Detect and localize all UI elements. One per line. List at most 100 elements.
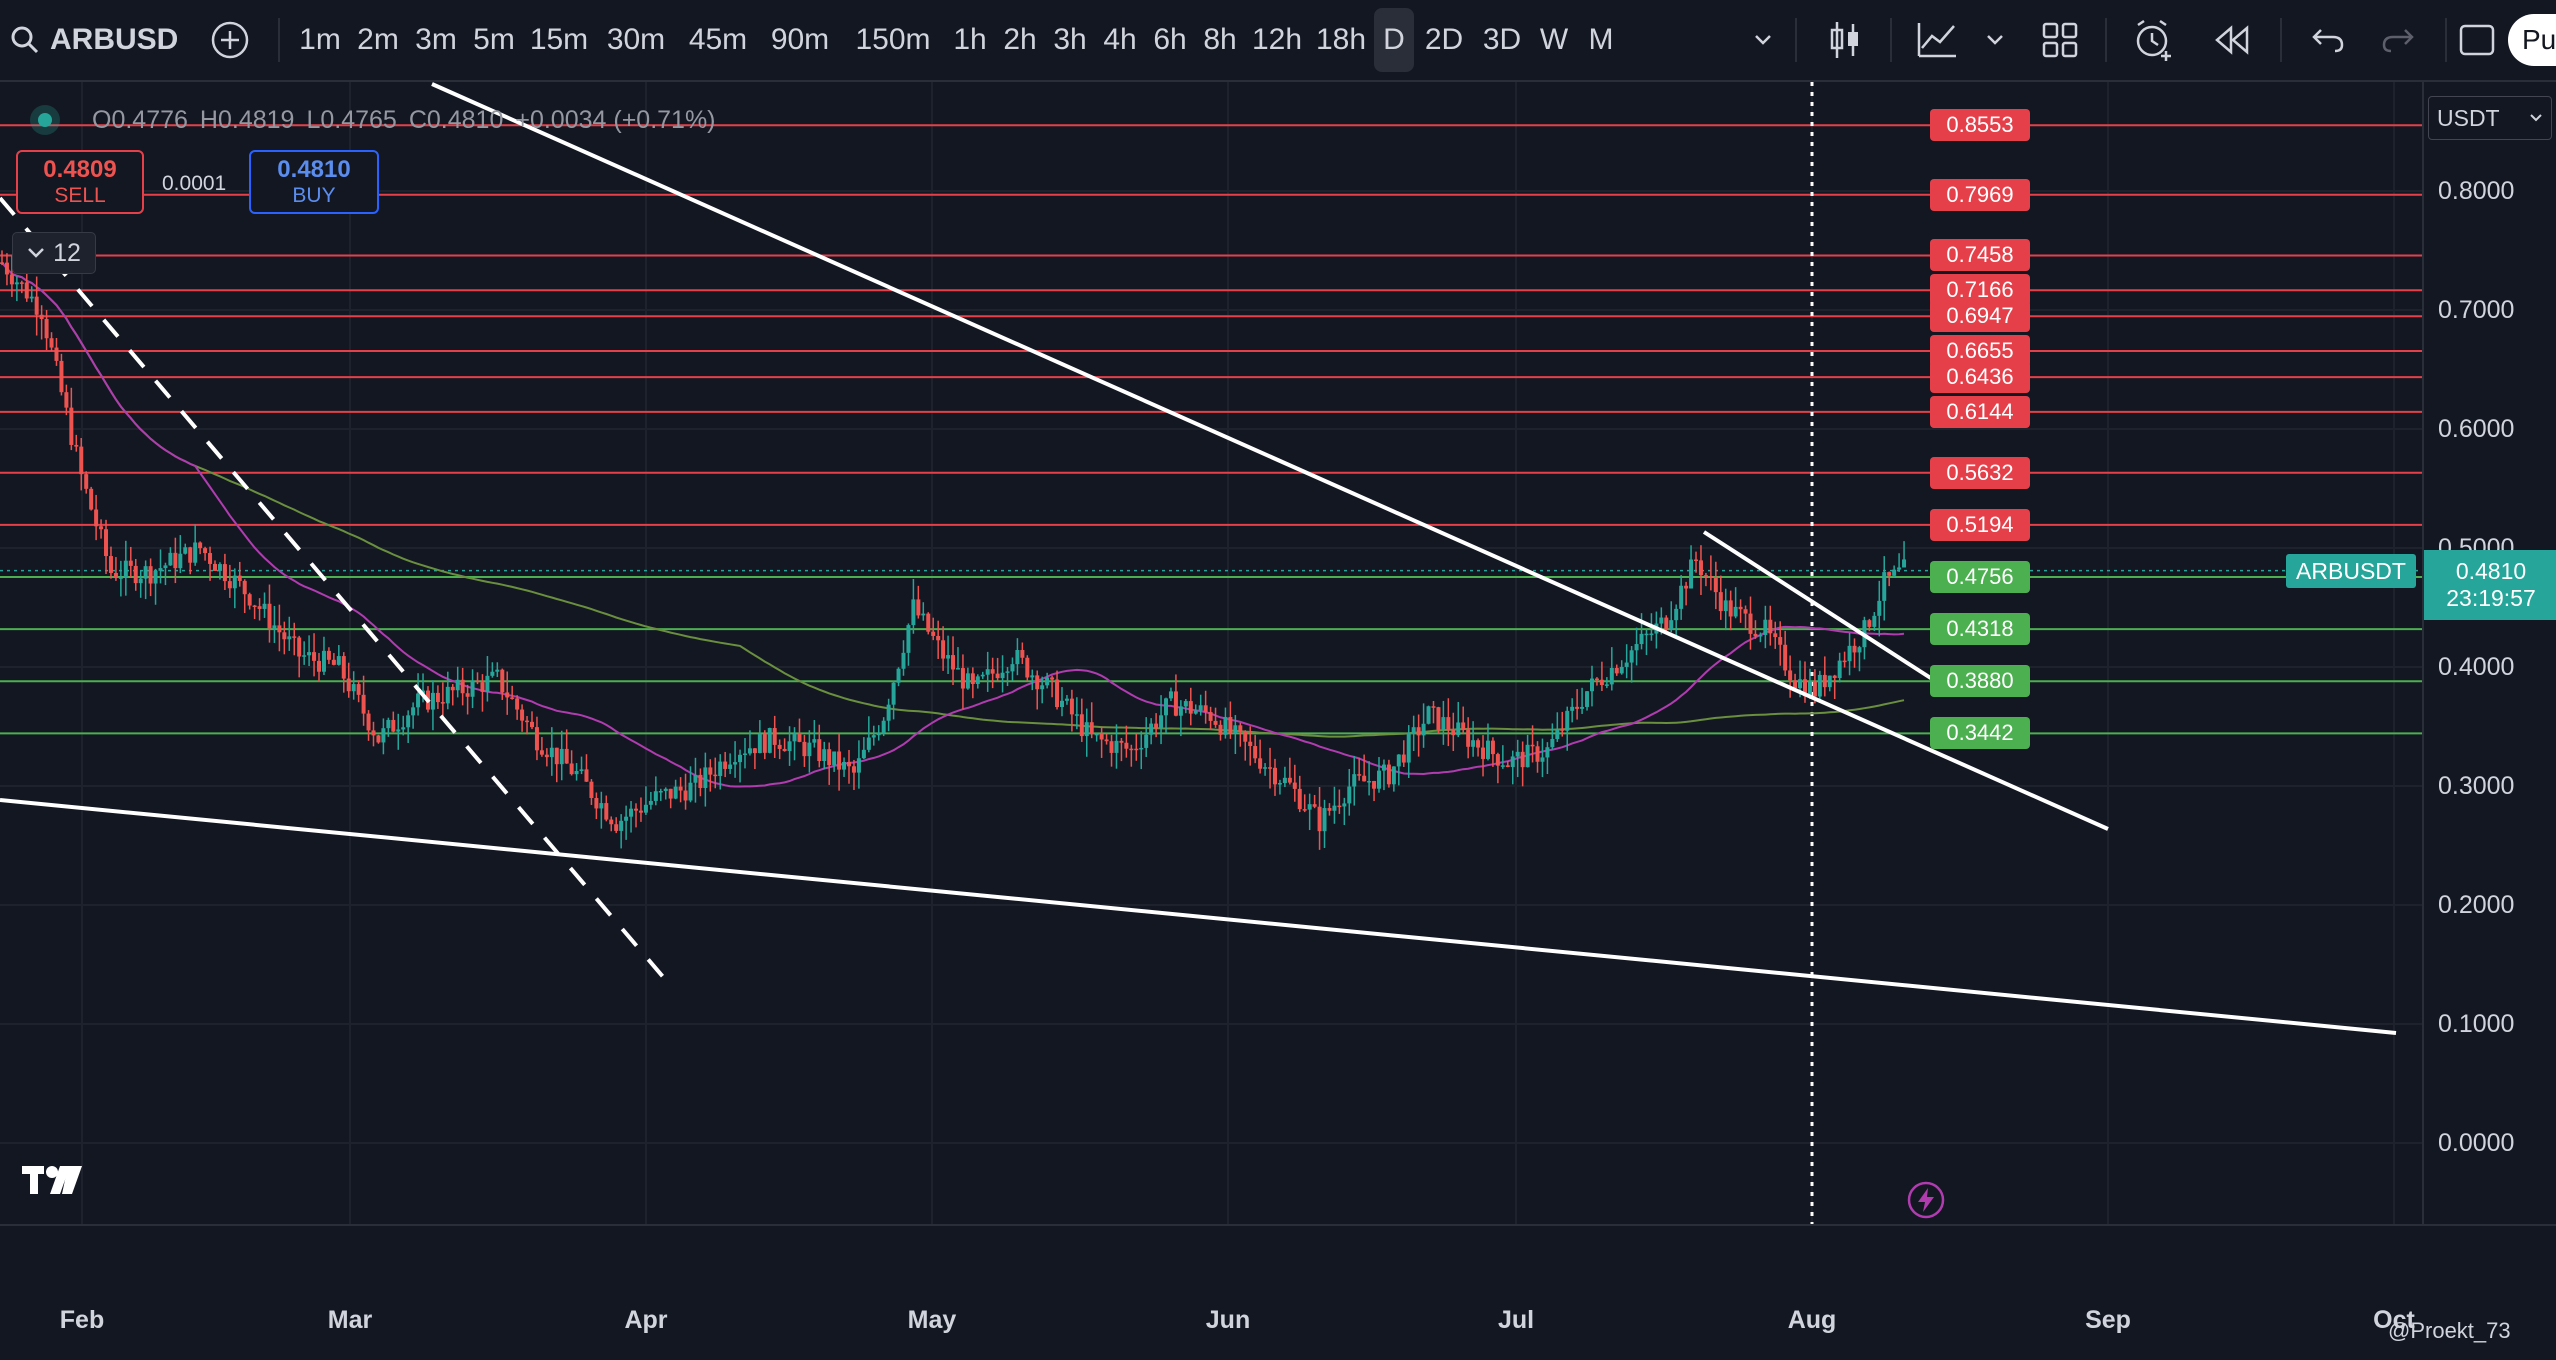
candles-icon [1830,22,1858,58]
timeframe-90m[interactable]: 90m [770,23,830,56]
ohlc-legend: O 0.4776 H 0.4819 L 0.4765 C 0.4810 +0.0034 … [30,104,716,136]
sell-button[interactable]: 0.4809 SELL [16,150,144,214]
timeframe-m[interactable]: M [1588,23,1614,56]
timeframe-3m[interactable]: 3m [415,23,457,56]
lightning-button[interactable] [1906,1180,1946,1225]
price-axis[interactable]: USDT 0.8000 0.7000 0.6000 0.5000 0.4000 0.300… [2422,82,2556,1224]
currency-select[interactable]: USDT [2428,96,2552,140]
month-label: Sep [2085,1306,2131,1334]
timeframe-3h[interactable]: 3h [1053,23,1087,56]
price-tick-label: 0.7000 [2438,296,2515,324]
ohlc-close: 0.4810 [426,105,504,134]
timeframe-6h[interactable]: 6h [1153,23,1187,56]
lightning-icon [1907,1181,1945,1219]
ohlc-c-label: C [408,105,427,134]
status-dot-icon [38,113,52,127]
alert-button[interactable] [2125,0,2181,80]
timeframe-2m[interactable]: 2m [357,23,399,56]
indicators-toggle[interactable]: 12 [12,232,96,274]
month-label: Aug [1787,1306,1837,1334]
ohlc-change: +0.0034 (+0.71%) [515,105,716,134]
bar-countdown: 23:19:57 [2446,585,2536,611]
ohlc-high: 0.4819 [217,105,295,134]
month-label: Mar [327,1306,373,1334]
chevron-down-icon [1755,35,1771,45]
timeframe-2h[interactable]: 2h [1003,23,1037,56]
undo-button[interactable] [2300,0,2356,80]
resistance-level-tag[interactable]: 0.7458 [1930,239,2030,272]
chevron-down-icon [1987,35,2003,45]
support-level-tag[interactable]: 0.3442 [1930,717,2030,750]
resistance-level-tag[interactable]: 0.6144 [1930,395,2030,428]
rewind-icon [2215,25,2249,55]
ohlc-open: 0.4776 [111,105,188,134]
indicators-button[interactable] [1910,0,1966,80]
add-symbol-button[interactable] [205,0,255,80]
month-label: May [907,1306,957,1334]
redo-icon [2382,29,2414,53]
top-toolbar: ARBUSD 1m 2m 3m 5m 15m 30m 45m 90m 150m 1h 2h 3h 4h 6… [0,0,2556,82]
timeframe-12h[interactable]: 12h [1251,23,1303,56]
buy-label: BUY [292,184,336,207]
layout-button[interactable] [2032,0,2088,80]
time-axis[interactable] [0,1224,2556,1360]
ohlc-h-label: H [199,105,218,134]
ohlc-o-label: O [92,105,112,134]
indicators-dropdown[interactable] [1980,0,2010,80]
support-level-tag[interactable]: 0.4318 [1930,613,2030,646]
support-level-tag[interactable]: 0.4756 [1930,561,2030,594]
grid-layout-icon [2042,22,2078,58]
timeframe-5m[interactable]: 5m [473,23,515,56]
grid [0,82,2422,1224]
timeframe-1m[interactable]: 1m [299,23,341,56]
timeframe-18h[interactable]: 18h [1315,23,1367,56]
month-label: Feb [59,1306,105,1334]
symbol-search[interactable]: ARBUSD [10,0,180,80]
timeframe-w[interactable]: W [1539,23,1569,56]
resistance-level-tag[interactable]: 0.6436 [1930,361,2030,394]
publish-button[interactable]: Pu [2508,14,2556,66]
resistance-level-tag[interactable]: 0.6947 [1930,300,2030,333]
buy-button[interactable]: 0.4810 BUY [249,150,379,214]
resistance-level-tag[interactable]: 0.8553 [1930,109,2030,142]
timeframe-30m[interactable]: 30m [606,23,666,56]
indicator-chart-icon [1917,23,1956,58]
timeframe-2d[interactable]: 2D [1424,23,1464,56]
buy-price: 0.4810 [277,156,351,183]
timeframe-1h[interactable]: 1h [953,23,987,56]
timeframe-150m[interactable]: 150m [855,23,931,56]
fullscreen-button[interactable] [2455,0,2499,80]
last-price-label: 0.4810 23:19:57 [2424,550,2556,620]
price-tick-label: 0.2000 [2438,891,2515,919]
timeframe-3d[interactable]: 3D [1482,23,1522,56]
support-level-tag[interactable]: 0.3880 [1930,665,2030,698]
candles [0,250,1907,850]
window-icon [2459,24,2495,56]
sell-label: SELL [54,184,106,207]
spread-value: 0.0001 [162,172,227,195]
chevron-down-icon [2530,114,2542,122]
price-tick-label: 0.4000 [2438,653,2515,681]
redo-button[interactable] [2370,0,2426,80]
ohlc-low: 0.4765 [320,105,397,134]
plus-circle-icon [211,21,249,59]
search-icon [11,26,39,54]
watermark: @Proekt_73 [2388,1318,2511,1343]
timeframe-8h[interactable]: 8h [1203,23,1237,56]
horizontal-levels [0,82,2422,1224]
resistance-level-tag[interactable]: 0.7969 [1930,178,2030,211]
resistance-level-tag[interactable]: 0.5632 [1930,456,2030,489]
resistance-level-tag[interactable]: 0.5194 [1930,508,2030,541]
timeframe-45m[interactable]: 45m [688,23,748,56]
tradingview-logo-icon [22,1166,82,1194]
chart-type-button[interactable] [1820,0,1870,80]
undo-icon [2312,29,2344,53]
alarm-clock-icon [2136,19,2171,61]
month-label: Apr [624,1306,668,1334]
timeframe-dropdown[interactable] [1745,0,1781,80]
timeframe-d[interactable]: D [1374,8,1414,72]
chart-pane[interactable] [0,82,2422,1224]
timeframe-4h[interactable]: 4h [1103,23,1137,56]
replay-button[interactable] [2205,0,2261,80]
timeframe-15m[interactable]: 15m [529,23,589,56]
